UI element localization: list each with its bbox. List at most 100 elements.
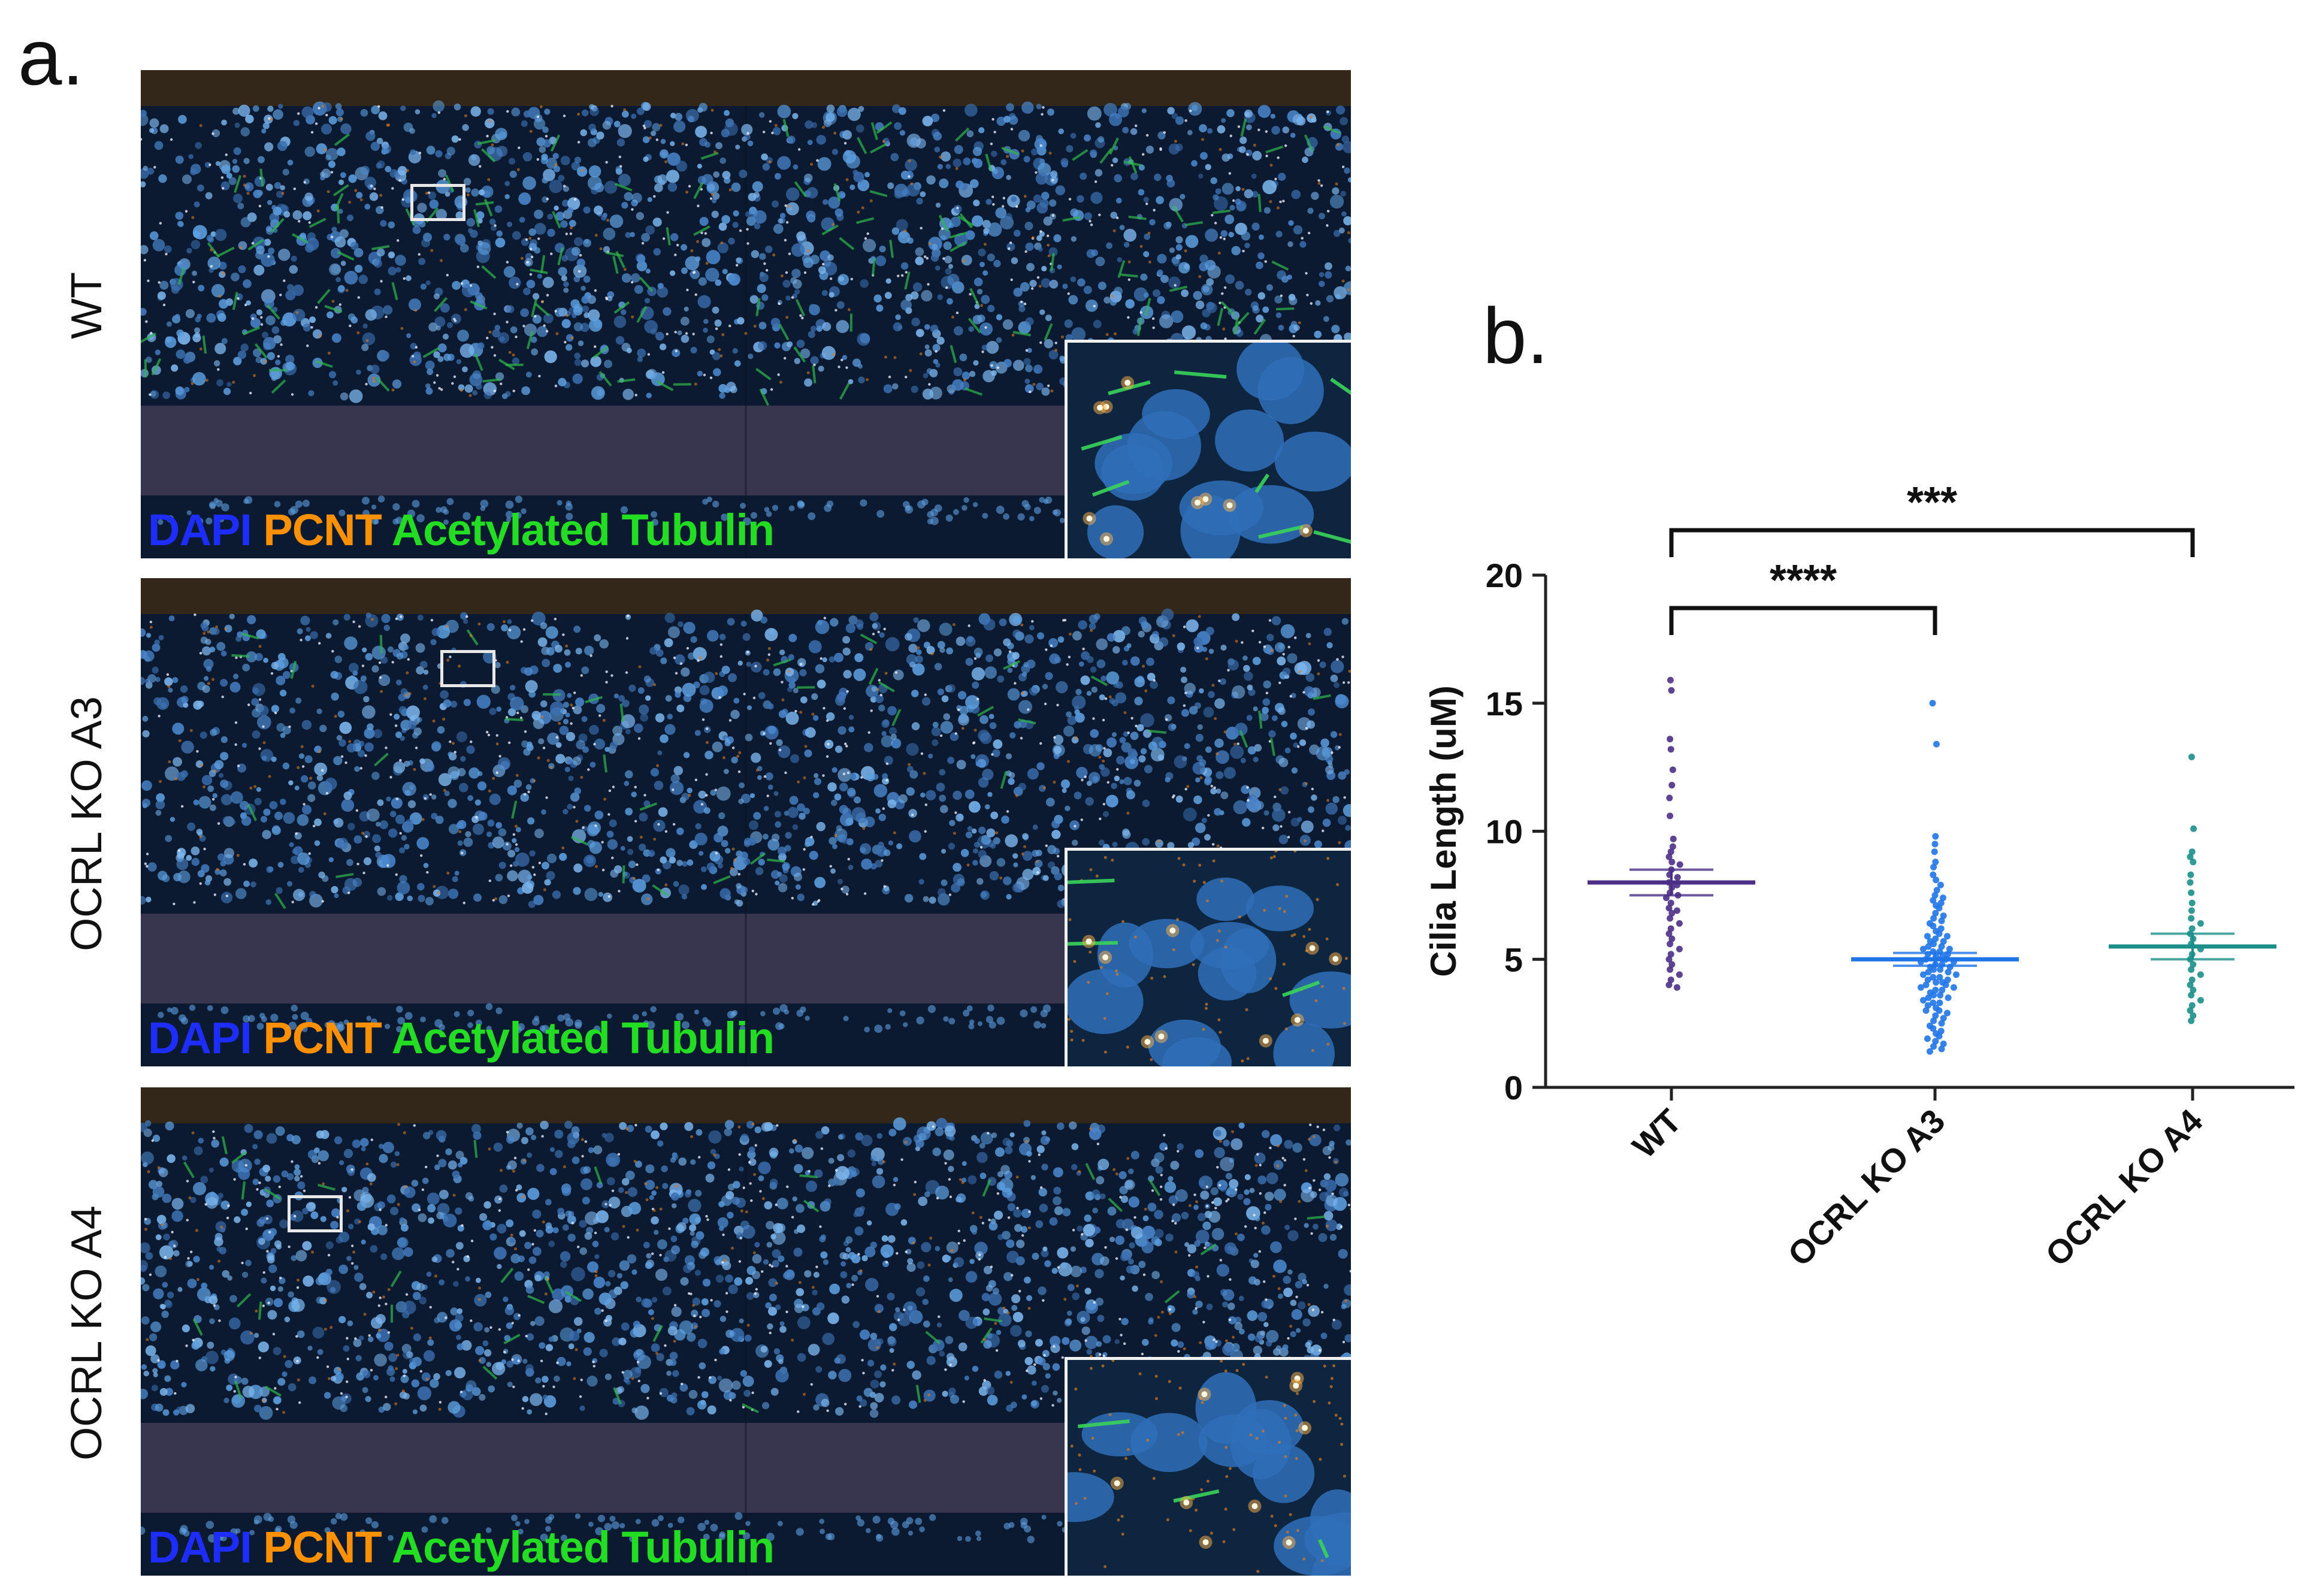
stain-legend: DAPI PCNT Acetylated Tubulin [148, 1016, 775, 1060]
data-point [1945, 969, 1952, 976]
data-point [1938, 917, 1945, 924]
stain-legend: DAPI PCNT Acetylated Tubulin [148, 1522, 775, 1572]
data-point [1943, 933, 1951, 940]
data-point [1931, 841, 1939, 848]
data-point [1929, 700, 1936, 707]
data-point [1668, 961, 1676, 968]
data-point [1676, 861, 1683, 868]
data-point [1665, 853, 1673, 860]
data-point [2187, 853, 2194, 860]
data-point [1940, 1015, 1947, 1022]
data-point [1925, 943, 1932, 950]
data-point [1665, 930, 1673, 937]
series-ocrl-ko-a3 [1851, 700, 2019, 1055]
data-point [1938, 1020, 1945, 1027]
data-point [1666, 794, 1673, 802]
data-point [1922, 981, 1930, 989]
inset-texture [1068, 343, 1351, 558]
data-point [1939, 987, 1946, 994]
stain-legend: DAPI PCNT Acetylated Tubulin [148, 505, 775, 555]
data-point [1936, 1033, 1943, 1039]
data-point [1940, 912, 1947, 920]
zoom-region-box [440, 650, 495, 687]
data-point [1676, 945, 1683, 953]
data-point [1665, 905, 1673, 912]
data-point [1936, 930, 1943, 937]
panel-letter-b: b. [1483, 292, 1549, 380]
legend-dapi: DAPI [148, 505, 252, 555]
data-point [1667, 941, 1674, 948]
data-point [1924, 1002, 1931, 1009]
data-point [1667, 746, 1674, 753]
data-point [1940, 938, 1947, 945]
data-point [1670, 835, 1677, 842]
data-point [1932, 833, 1939, 840]
legend-acetylated-tubulin: Acetylated Tubulin [391, 505, 775, 555]
data-point [1924, 933, 1931, 940]
data-point [2188, 1002, 2196, 1009]
data-point [1665, 981, 1673, 989]
significance-bracket [1669, 528, 2195, 557]
series-wt [1588, 676, 1755, 991]
data-point [1668, 859, 1676, 866]
data-point [1925, 994, 1932, 1001]
zoom-inset [1065, 1357, 1351, 1576]
data-point [1940, 1040, 1947, 1047]
data-point [2187, 879, 2194, 886]
data-point [1667, 676, 1674, 684]
data-point [1667, 899, 1674, 906]
data-point [1938, 1045, 1945, 1053]
zoom-inset [1065, 340, 1351, 558]
microscopy-image-ocrl-ko-a4: DAPI PCNT Acetylated Tubulin [141, 1087, 1351, 1576]
row-label-ocrl-ko-a4: OCRL KO A4 [63, 1205, 111, 1461]
significance-bracket [1669, 606, 1937, 635]
data-point [2190, 961, 2197, 968]
data-point [2187, 1007, 2194, 1014]
x-tick-label: WT [1625, 1102, 1688, 1165]
data-point [1942, 981, 1949, 989]
data-point [1930, 1043, 1937, 1050]
data-point [2188, 976, 2196, 983]
legend-dapi: DAPI [148, 1522, 252, 1572]
series-ocrl-ko-a4 [2109, 754, 2276, 1024]
data-point [2190, 825, 2197, 832]
data-point [1667, 812, 1674, 820]
zoom-inset [1065, 848, 1351, 1066]
data-point [1936, 1007, 1943, 1014]
data-point [2197, 997, 2204, 1004]
y-axis-title: Cilia Length (uM) [1423, 685, 1464, 977]
data-point [1673, 907, 1680, 914]
data-point [2187, 981, 2194, 989]
data-point [1917, 984, 1924, 991]
data-point [1930, 974, 1937, 981]
data-point [1667, 976, 1674, 983]
data-point [1932, 1012, 1939, 1019]
data-point [1952, 971, 1960, 978]
data-point [1669, 766, 1676, 773]
data-point [1937, 925, 1945, 932]
data-point [1667, 848, 1674, 856]
data-point [1936, 905, 1943, 912]
data-point [1668, 687, 1675, 694]
data-point [1668, 782, 1676, 789]
data-point [1930, 992, 1937, 999]
data-point [1919, 945, 1927, 953]
data-point [2188, 966, 2195, 973]
microscopy-texture [141, 1087, 1351, 1576]
zoom-region-box [288, 1195, 343, 1232]
data-point [1930, 915, 1937, 922]
data-point [1931, 848, 1938, 856]
legend-pcnt: PCNT [263, 1522, 382, 1572]
y-tick-label: 20 [1486, 557, 1523, 594]
panel-letter-a: a. [18, 13, 84, 101]
data-point [1930, 1025, 1937, 1032]
cilia-length-chart: 0 5 10 15 20 Cilia Length (uM) WT OCRL KO A3 OCR… [1423, 479, 2294, 1274]
data-point [2188, 907, 2195, 914]
data-point [1937, 992, 1944, 999]
data-point [2188, 925, 2196, 932]
data-point [2187, 871, 2194, 878]
data-point [1937, 966, 1944, 973]
data-point [1676, 971, 1683, 978]
data-point [2197, 920, 2204, 927]
data-point [1930, 1017, 1937, 1024]
